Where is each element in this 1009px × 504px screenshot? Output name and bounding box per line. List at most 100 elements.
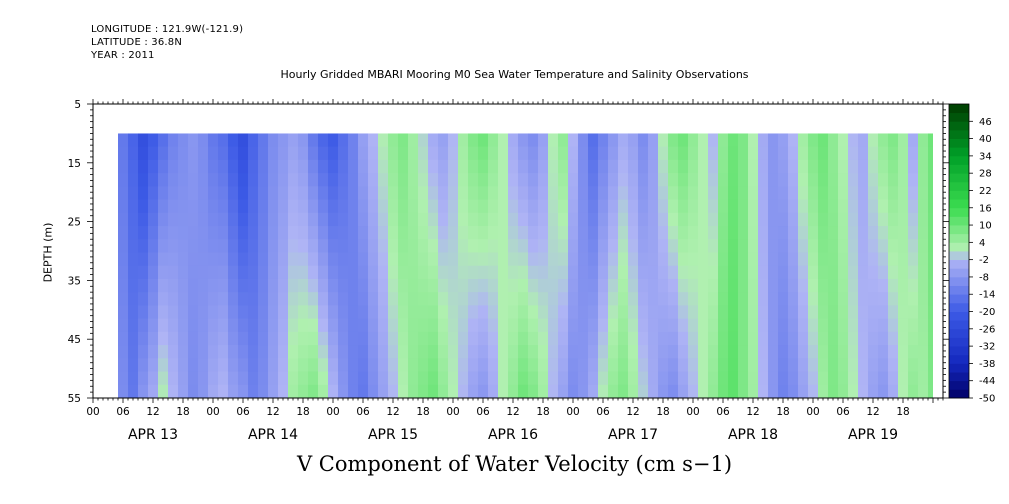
heatmap-cell (368, 305, 379, 320)
heatmap-cell (758, 358, 769, 373)
heatmap-cell (828, 292, 839, 306)
heatmap-cell (208, 212, 219, 227)
heatmap-cell (638, 278, 649, 293)
heatmap-cell (878, 265, 889, 280)
heatmap-cell (228, 133, 239, 148)
x-hour-tick-label: 18 (536, 406, 549, 418)
heatmap-cell (488, 226, 499, 240)
heatmap-cell (718, 331, 729, 346)
heatmap-cell (558, 265, 569, 280)
heatmap-cell (218, 265, 229, 280)
heatmap-cell (798, 345, 809, 359)
heatmap-cell (548, 239, 559, 254)
heatmap-cell (368, 384, 379, 398)
heatmap-cell (748, 239, 759, 254)
heatmap-cell (608, 371, 619, 386)
heatmap-cell (398, 226, 409, 240)
heatmap-cell (268, 358, 279, 373)
heatmap-cell (818, 239, 829, 254)
heatmap-cell (618, 199, 629, 214)
heatmap-cell (628, 173, 639, 187)
heatmap-cell (568, 292, 579, 306)
heatmap-cell (578, 199, 589, 214)
heatmap-cell (558, 371, 569, 386)
heatmap-cell (468, 331, 479, 346)
heatmap-cell (568, 358, 579, 373)
heatmap-cell (798, 265, 809, 280)
heatmap-cell (118, 252, 129, 267)
heatmap-cell (168, 212, 179, 227)
heatmap-cell (448, 239, 459, 254)
heatmap-cell (298, 278, 309, 293)
heatmap-cell (688, 358, 699, 373)
heatmap-cell (698, 318, 709, 333)
heatmap-cell (738, 384, 749, 398)
heatmap-cell (858, 305, 869, 320)
heatmap-cell (928, 345, 933, 359)
heatmap-cell (308, 305, 319, 320)
heatmap-cell (448, 384, 459, 398)
heatmap-cell (208, 358, 219, 373)
heatmap-cell (878, 278, 889, 293)
heatmap-cell (858, 252, 869, 267)
heatmap-cell (708, 226, 719, 240)
heatmap-cell (698, 305, 709, 320)
heatmap-cell (758, 331, 769, 346)
colorbar-swatch (949, 251, 969, 261)
heatmap-cell (268, 371, 279, 386)
heatmap-cell (918, 239, 929, 254)
heatmap-cell (658, 226, 669, 240)
heatmap-cell (928, 331, 933, 346)
heatmap-cell (428, 186, 439, 201)
heatmap-cell (668, 265, 679, 280)
heatmap-cell (748, 252, 759, 267)
heatmap-cell (748, 199, 759, 214)
colorbar-tick-label: 10 (979, 221, 992, 232)
heatmap-cell (838, 358, 849, 373)
heatmap-cell (358, 212, 369, 227)
heatmap-cell (288, 239, 299, 254)
heatmap-cell (218, 173, 229, 187)
heatmap-cell (508, 186, 519, 201)
heatmap-cell (418, 159, 429, 174)
heatmap-cell (418, 278, 429, 293)
heatmap-cell (928, 199, 933, 214)
heatmap-cell (448, 159, 459, 174)
heatmap-cell (148, 278, 159, 293)
heatmap-cell (128, 186, 139, 201)
heatmap-cell (278, 384, 289, 398)
heatmap-cell (738, 239, 749, 254)
heatmap-cell (508, 146, 519, 161)
heatmap-cell (148, 331, 159, 346)
heatmap-cell (498, 226, 509, 240)
heatmap-cell (288, 345, 299, 359)
heatmap-cell (428, 358, 439, 373)
heatmap-cell (548, 384, 559, 398)
heatmap-cell (288, 371, 299, 386)
heatmap-cell (788, 318, 799, 333)
heatmap-cell (198, 173, 209, 187)
heatmap-cell (328, 331, 339, 346)
heatmap-cell (848, 252, 859, 267)
heatmap-cell (178, 252, 189, 267)
heatmap-cell (338, 371, 349, 386)
heatmap-cell (248, 358, 259, 373)
colorbar-tick-label: -44 (979, 376, 995, 387)
heatmap-cell (448, 278, 459, 293)
heatmap-cell (748, 358, 759, 373)
heatmap-cell (728, 146, 739, 161)
heatmap-cell (768, 292, 779, 306)
heatmap-cell (188, 159, 199, 174)
heatmap-cell (308, 331, 319, 346)
colorbar-swatch (949, 346, 969, 356)
heatmap-cell (888, 331, 899, 346)
heatmap-cell (638, 384, 649, 398)
heatmap-cell (798, 133, 809, 148)
heatmap-cell (448, 331, 459, 346)
heatmap-cell (928, 384, 933, 398)
heatmap-cell (748, 345, 759, 359)
heatmap-cell (468, 133, 479, 148)
heatmap-cell (228, 265, 239, 280)
heatmap-cell (688, 239, 699, 254)
x-hour-tick-label: 18 (896, 406, 909, 418)
